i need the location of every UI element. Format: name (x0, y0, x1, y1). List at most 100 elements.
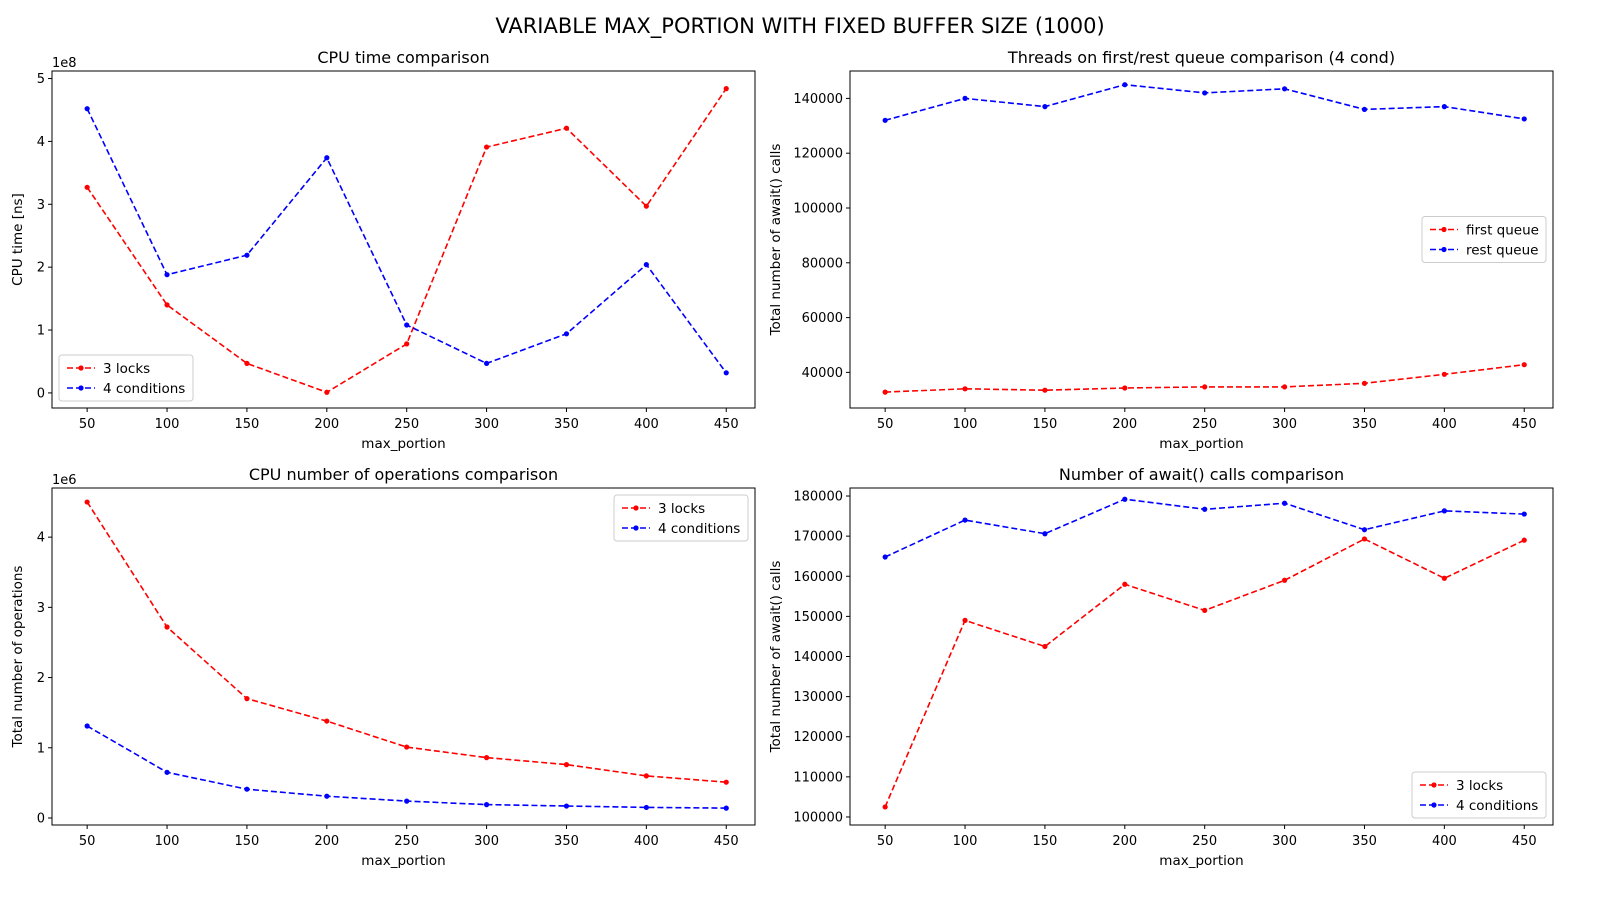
x-tick-label: 50 (79, 834, 96, 849)
axes-frame (51, 487, 756, 826)
data-point-3-locks (244, 696, 250, 702)
subplot-threads-queue: Threads on first/rest queue comparison (… (768, 48, 1554, 452)
data-point-3-locks (643, 773, 649, 779)
x-tick-label: 250 (394, 417, 419, 432)
y-tick-label: 100000 (793, 810, 843, 825)
data-point-3-locks (84, 499, 90, 505)
data-point-first-queue (1281, 384, 1288, 390)
legend-marker-4-conditions (1431, 802, 1437, 808)
legend-box (1411, 771, 1547, 819)
subplot-cpu-operations: CPU number of operations comparison 50 100… (10, 465, 756, 869)
x-tick-label: 150 (1033, 834, 1058, 849)
data-point-3-locks (563, 125, 570, 131)
x-tick-label: 300 (1272, 834, 1297, 849)
data-point-3-locks (723, 86, 729, 92)
data-point-4-conditions (84, 106, 90, 112)
data-point-4-conditions (324, 793, 330, 799)
data-point-4-conditions (1202, 506, 1208, 512)
data-point-3-locks (324, 389, 330, 395)
data-point-3-locks (1521, 537, 1527, 543)
y-tick-label: 130000 (793, 690, 843, 705)
data-point-rest-queue (1441, 104, 1447, 110)
x-axis-label: max_portion (1159, 853, 1243, 869)
y-tick-label: 160000 (793, 570, 843, 585)
data-point-4-conditions (882, 554, 888, 560)
data-point-4-conditions (324, 155, 330, 161)
y-tick-label: 100000 (793, 201, 843, 216)
y-tick-label: 80000 (802, 256, 843, 271)
data-point-4-conditions (1441, 508, 1447, 514)
data-point-4-conditions (1521, 511, 1527, 517)
data-point-4-conditions (962, 517, 968, 523)
x-tick-label: 150 (235, 834, 260, 849)
data-point-first-queue (1441, 371, 1447, 377)
y-tick-label: 1 (37, 741, 45, 756)
data-point-4-conditions (723, 370, 729, 376)
data-point-3-locks (1441, 575, 1447, 581)
data-point-3-locks (723, 779, 729, 785)
data-point-3-locks (84, 184, 90, 190)
data-point-4-conditions (404, 798, 410, 804)
y-exponent-label: 1e8 (52, 56, 77, 71)
subplot-await-calls: Number of await() calls comparison 50 100 1… (768, 465, 1554, 869)
data-point-rest-queue (882, 117, 888, 123)
data-point-4-conditions (1042, 531, 1048, 537)
x-tick-label: 200 (314, 834, 339, 849)
x-tick-label: 250 (1192, 834, 1217, 849)
data-point-3-locks (643, 203, 649, 209)
data-point-rest-queue (1042, 104, 1048, 110)
y-tick-label: 110000 (793, 770, 843, 785)
data-point-3-locks (483, 144, 490, 150)
chart-title: CPU number of operations comparison (249, 465, 558, 484)
data-point-rest-queue (1281, 86, 1288, 92)
data-point-3-locks (244, 360, 250, 366)
y-tick-label: 2 (37, 671, 45, 686)
y-tick-label: 40000 (802, 366, 843, 381)
x-tick-label: 50 (79, 417, 96, 432)
data-point-3-locks (1361, 536, 1368, 542)
x-tick-label: 300 (474, 417, 499, 432)
y-tick-label: 140000 (793, 92, 843, 107)
data-point-3-locks (1042, 643, 1048, 650)
legend-marker-3-locks (633, 505, 639, 511)
data-point-4-conditions (563, 331, 570, 337)
y-axis-label: Total number of await() calls (768, 561, 784, 754)
legend-label-3-locks: 3 locks (103, 361, 150, 377)
legend-label-4-conditions: 4 conditions (1456, 798, 1538, 814)
data-point-4-conditions (84, 723, 90, 729)
legend-marker-3-locks (78, 365, 84, 371)
x-tick-label: 100 (953, 834, 978, 849)
x-tick-label: 450 (714, 834, 739, 849)
data-point-3-locks (563, 762, 570, 768)
data-point-4-conditions (643, 804, 649, 811)
y-tick-label: 3 (37, 198, 45, 213)
data-point-first-queue (1122, 385, 1128, 391)
data-point-3-locks (164, 624, 170, 630)
data-point-4-conditions (563, 803, 570, 809)
data-point-rest-queue (1521, 116, 1527, 122)
legend-marker-first-queue (1441, 226, 1447, 233)
legend-marker-3-locks (1431, 782, 1437, 788)
x-tick-label: 300 (1272, 417, 1297, 432)
x-tick-label: 400 (1432, 834, 1457, 849)
x-tick-label: 200 (1112, 834, 1137, 849)
legend-marker-rest-queue (1441, 246, 1447, 253)
y-tick-label: 0 (37, 386, 45, 401)
data-point-first-queue (962, 386, 968, 392)
x-axis-label: max_portion (361, 436, 445, 452)
data-point-4-conditions (244, 786, 250, 792)
y-tick-label: 5 (37, 72, 45, 87)
axes-frame (51, 70, 756, 409)
axes-frame (849, 70, 1554, 409)
y-axis-label: Total number of operations (10, 566, 26, 749)
legend: first queue rest queue (1421, 216, 1547, 263)
x-tick-label: 350 (554, 834, 579, 849)
data-point-3-locks (324, 718, 330, 724)
data-point-4-conditions (164, 769, 170, 775)
legend-label-first-queue: first queue (1466, 223, 1539, 239)
data-point-rest-queue (1202, 90, 1208, 96)
series-line-3-locks (86, 501, 727, 783)
